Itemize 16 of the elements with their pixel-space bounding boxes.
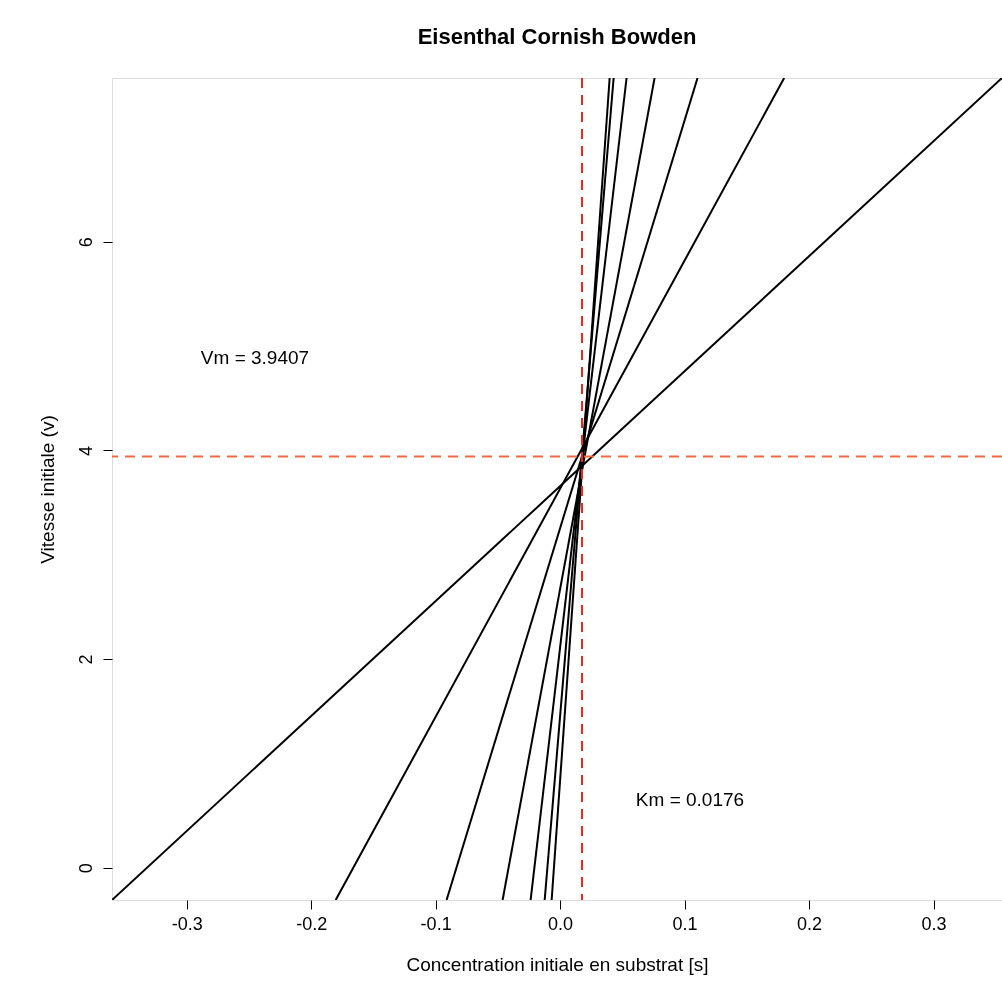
annotation: Km = 0.0176: [635, 789, 745, 810]
y-tick-label: 2: [75, 654, 96, 665]
x-tick-label: -0.2: [296, 913, 328, 934]
x-tick-label: 0.1: [672, 913, 698, 934]
y-axis-title: Vitesse initiale (v): [36, 415, 58, 564]
x-tick-label: 0.0: [548, 913, 574, 934]
x-tick-label: 0.3: [921, 913, 947, 934]
x-tick-label: -0.1: [420, 913, 452, 934]
y-tick-label: 6: [75, 237, 96, 248]
x-tick-label: -0.3: [171, 913, 203, 934]
y-tick-label: 4: [75, 445, 96, 456]
chart-title: Eisenthal Cornish Bowden: [417, 24, 697, 49]
y-tick-label: 0: [75, 863, 96, 874]
annotation: Vm = 3.9407: [200, 347, 310, 368]
x-axis-title: Concentration initiale en substrat [s]: [406, 953, 709, 975]
x-tick-label: 0.2: [797, 913, 823, 934]
